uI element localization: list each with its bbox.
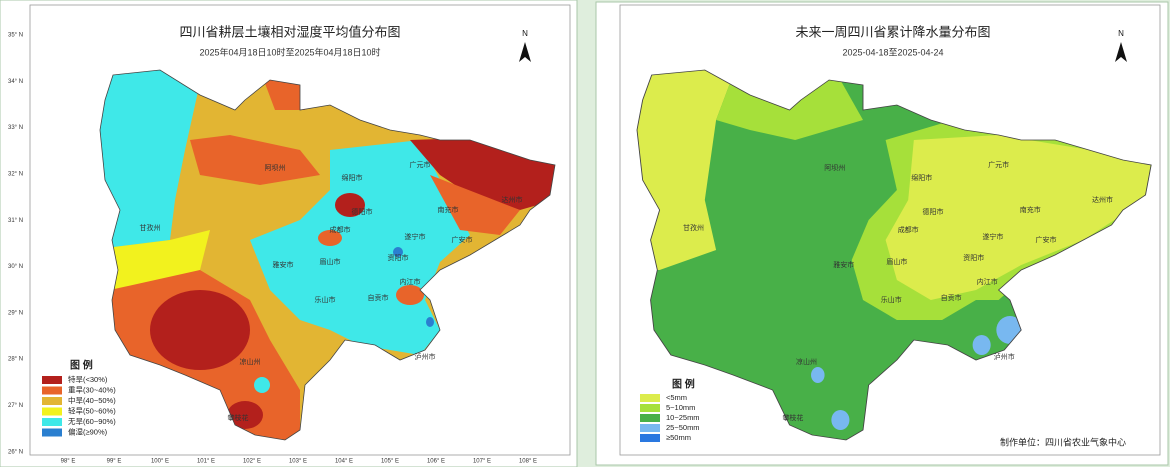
legend-label: 特旱(<30%) bbox=[68, 374, 108, 384]
lon-label: 106° E bbox=[427, 459, 445, 465]
city-label: 雅安市 bbox=[833, 260, 854, 269]
city-label: 凉山州 bbox=[240, 357, 261, 366]
city-label: 遂宁市 bbox=[982, 232, 1003, 241]
legend-label: 无旱(60~90%) bbox=[68, 417, 116, 426]
map-title: 未来一周四川省累计降水量分布图 bbox=[795, 24, 990, 39]
lat-label: 29° N bbox=[8, 310, 23, 316]
city-label: 南充市 bbox=[438, 205, 459, 214]
lon-label: 108° E bbox=[519, 459, 537, 465]
legend-swatch bbox=[640, 394, 660, 402]
legend-swatch bbox=[640, 404, 660, 412]
city-label: 甘孜州 bbox=[140, 223, 161, 232]
city-label: 广安市 bbox=[452, 235, 473, 244]
legend-label: 25~50mm bbox=[666, 423, 700, 432]
city-label: 广安市 bbox=[1036, 235, 1057, 244]
legend-label: 中旱(40~50%) bbox=[68, 395, 116, 405]
north-arrow bbox=[519, 42, 531, 62]
lon-label: 105° E bbox=[381, 459, 399, 465]
legend-label: ≥50mm bbox=[666, 433, 691, 442]
city-label: 攀枝花 bbox=[228, 413, 249, 422]
city-label: 阿坝州 bbox=[265, 163, 286, 172]
city-label: 德阳市 bbox=[923, 207, 944, 216]
north-label: N bbox=[1118, 29, 1124, 38]
lat-label: 28° N bbox=[8, 357, 23, 363]
city-label: 凉山州 bbox=[796, 357, 817, 366]
legend-swatch bbox=[42, 428, 62, 437]
city-label: 眉山市 bbox=[320, 257, 341, 266]
city-label: 乐山市 bbox=[315, 295, 336, 304]
city-label: 绵阳市 bbox=[342, 173, 363, 182]
map-subtitle: 2025-04-18至2025-04-24 bbox=[842, 47, 943, 57]
city-label: 自贡市 bbox=[368, 293, 389, 302]
lat-label: 30° N bbox=[8, 264, 23, 270]
legend-swatch bbox=[640, 434, 660, 442]
legend-title: 图 例 bbox=[672, 378, 695, 391]
lon-label: 101° E bbox=[197, 459, 215, 465]
lat-label: 32° N bbox=[8, 171, 23, 177]
city-label: 德阳市 bbox=[352, 207, 373, 216]
lat-label: 26° N bbox=[8, 449, 23, 455]
legend-label: 偏湿(≥90%) bbox=[68, 426, 108, 436]
city-label: 达州市 bbox=[1092, 195, 1113, 204]
lon-label: 98° E bbox=[61, 459, 76, 465]
north-label: N bbox=[522, 29, 528, 38]
legend-swatch bbox=[640, 424, 660, 432]
legend-label: <5mm bbox=[666, 393, 687, 402]
legend-swatch bbox=[640, 414, 660, 422]
lon-label: 103° E bbox=[289, 459, 307, 465]
city-label: 眉山市 bbox=[886, 257, 907, 266]
city-label: 攀枝花 bbox=[782, 413, 803, 422]
city-label: 广元市 bbox=[410, 160, 431, 169]
north-arrow bbox=[1115, 42, 1127, 62]
city-label: 内江市 bbox=[977, 277, 998, 286]
legend-swatch bbox=[42, 397, 62, 405]
city-label: 泸州市 bbox=[415, 352, 436, 361]
lon-label: 107° E bbox=[473, 459, 491, 465]
lon-label: 102° E bbox=[243, 459, 261, 465]
city-label: 成都市 bbox=[898, 225, 919, 234]
lon-label: 104° E bbox=[335, 459, 353, 465]
lat-label: 34° N bbox=[8, 79, 23, 85]
city-label: 绵阳市 bbox=[911, 173, 932, 182]
city-label: 泸州市 bbox=[994, 352, 1015, 361]
lon-label: 100° E bbox=[151, 459, 169, 465]
lon-label: 99° E bbox=[107, 459, 122, 465]
lat-label: 27° N bbox=[8, 403, 23, 409]
legend-swatch bbox=[42, 418, 62, 426]
legend-swatch bbox=[42, 376, 62, 384]
city-label: 广元市 bbox=[988, 160, 1009, 169]
city-label: 达州市 bbox=[502, 195, 523, 204]
city-label: 乐山市 bbox=[881, 295, 902, 304]
map-subtitle: 2025年04月18日10时至2025年04月18日10时 bbox=[199, 46, 380, 57]
city-label: 资阳市 bbox=[963, 253, 984, 262]
city-label: 内江市 bbox=[400, 277, 421, 286]
legend-label: 重旱(30~40%) bbox=[68, 385, 116, 394]
legend-label: 5~10mm bbox=[666, 403, 695, 412]
city-label: 雅安市 bbox=[273, 260, 294, 269]
city-label: 南充市 bbox=[1020, 205, 1041, 214]
city-label: 甘孜州 bbox=[683, 223, 704, 232]
legend-swatch bbox=[42, 407, 62, 416]
legend-title: 图 例 bbox=[70, 359, 93, 372]
lat-label: 35° N bbox=[8, 33, 23, 39]
city-label: 遂宁市 bbox=[405, 232, 426, 241]
lat-label: 31° N bbox=[8, 218, 23, 224]
map-frame bbox=[619, 4, 1161, 456]
map-frame bbox=[29, 4, 571, 456]
credit: 制作单位：四川省农业气象中心 bbox=[1000, 436, 1126, 447]
legend-label: 10~25mm bbox=[666, 413, 700, 422]
legend-label: 轻旱(50~60%) bbox=[68, 405, 116, 415]
legend-swatch bbox=[42, 386, 62, 395]
lat-label: 33° N bbox=[8, 125, 23, 131]
city-label: 阿坝州 bbox=[824, 163, 845, 172]
city-label: 自贡市 bbox=[941, 293, 962, 302]
map-title: 四川省耕层土壤相对湿度平均值分布图 bbox=[179, 24, 400, 39]
city-label: 资阳市 bbox=[388, 253, 409, 262]
city-label: 成都市 bbox=[330, 225, 351, 234]
